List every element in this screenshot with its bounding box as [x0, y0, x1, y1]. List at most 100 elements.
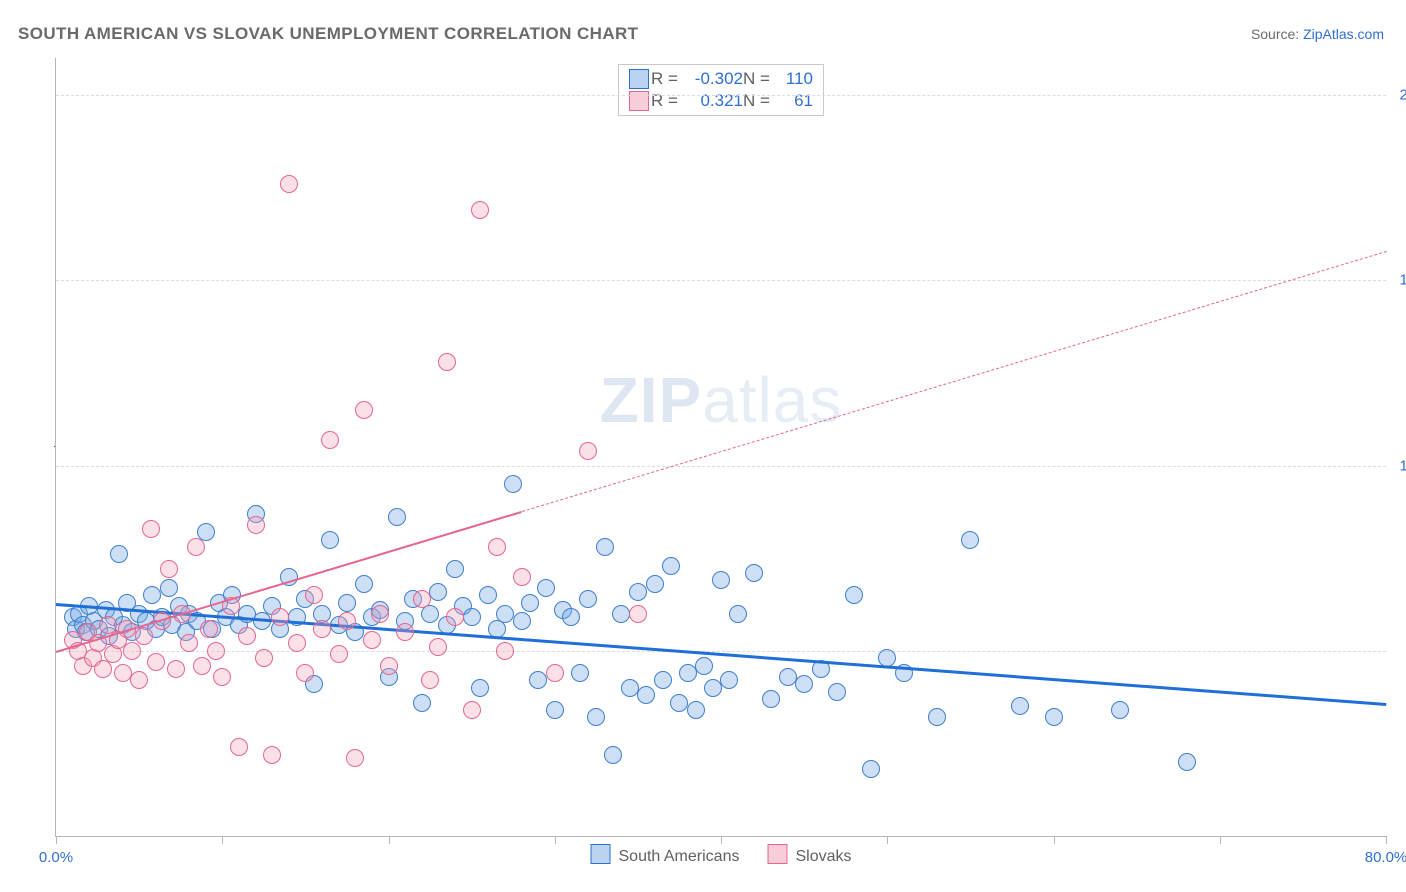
gridline	[56, 280, 1386, 281]
data-point	[621, 679, 639, 697]
x-tick	[222, 836, 223, 844]
data-point	[147, 653, 165, 671]
x-tick	[1054, 836, 1055, 844]
data-point	[263, 746, 281, 764]
y-tick-label: 15.0%	[1394, 272, 1406, 289]
legend-n-value: 110	[773, 69, 813, 89]
data-point	[230, 738, 248, 756]
data-point	[135, 627, 153, 645]
y-tick-label: 10.0%	[1394, 457, 1406, 474]
data-point	[546, 664, 564, 682]
data-point	[795, 675, 813, 693]
data-point	[421, 671, 439, 689]
data-point	[612, 605, 630, 623]
data-point	[160, 579, 178, 597]
data-point	[471, 201, 489, 219]
data-point	[429, 638, 447, 656]
series-legend: South Americans Slovaks	[591, 844, 852, 866]
data-point	[496, 605, 514, 623]
data-point	[167, 660, 185, 678]
gridline	[56, 466, 1386, 467]
data-point	[679, 664, 697, 682]
data-point	[479, 586, 497, 604]
gridline	[56, 651, 1386, 652]
legend-label: Slovaks	[795, 848, 851, 865]
data-point	[637, 686, 655, 704]
data-point	[193, 657, 211, 675]
source-link[interactable]: ZipAtlas.com	[1303, 26, 1384, 42]
data-point	[388, 508, 406, 526]
data-point	[321, 431, 339, 449]
data-point	[670, 694, 688, 712]
data-point	[187, 538, 205, 556]
data-point	[355, 401, 373, 419]
data-point	[247, 516, 265, 534]
x-tick	[555, 836, 556, 844]
data-point	[695, 657, 713, 675]
data-point	[338, 594, 356, 612]
y-tick-label: 5.0%	[1394, 642, 1406, 659]
x-tick	[887, 836, 888, 844]
x-tick	[1386, 836, 1387, 844]
data-point	[579, 442, 597, 460]
data-point	[704, 679, 722, 697]
source-label: Source:	[1251, 26, 1303, 42]
data-point	[213, 668, 231, 686]
legend-swatch	[629, 69, 649, 89]
data-point	[687, 701, 705, 719]
x-tick	[389, 836, 390, 844]
legend-n-label: N =	[743, 69, 773, 89]
data-point	[123, 642, 141, 660]
legend-item: South Americans	[591, 844, 740, 866]
data-point	[338, 612, 356, 630]
data-point	[463, 701, 481, 719]
data-point	[496, 642, 514, 660]
legend-item: Slovaks	[767, 844, 851, 866]
data-point	[1045, 708, 1063, 726]
data-point	[429, 583, 447, 601]
data-point	[413, 694, 431, 712]
x-tick-label: 0.0%	[39, 849, 73, 866]
data-point	[114, 664, 132, 682]
source-credit: Source: ZipAtlas.com	[1251, 26, 1384, 42]
x-tick-label: 80.0%	[1365, 849, 1406, 866]
data-point	[720, 671, 738, 689]
data-point	[928, 708, 946, 726]
data-point	[288, 634, 306, 652]
data-point	[396, 623, 414, 641]
data-point	[371, 605, 389, 623]
data-point	[662, 557, 680, 575]
legend-n-value: 61	[773, 91, 813, 111]
data-point	[513, 612, 531, 630]
data-point	[346, 749, 364, 767]
data-point	[579, 590, 597, 608]
data-point	[463, 608, 481, 626]
data-point	[142, 520, 160, 538]
watermark-rest: atlas	[702, 364, 842, 436]
data-point	[587, 708, 605, 726]
data-point	[330, 645, 348, 663]
data-point	[828, 683, 846, 701]
data-point	[255, 649, 273, 667]
x-tick	[721, 836, 722, 844]
legend-swatch	[767, 844, 787, 864]
data-point	[321, 531, 339, 549]
data-point	[471, 679, 489, 697]
legend-swatch	[591, 844, 611, 864]
x-tick	[56, 836, 57, 844]
data-point	[363, 631, 381, 649]
data-point	[629, 583, 647, 601]
data-point	[1178, 753, 1196, 771]
y-tick-label: 20.0%	[1394, 87, 1406, 104]
data-point	[629, 605, 647, 623]
x-tick	[1220, 836, 1221, 844]
data-point	[513, 568, 531, 586]
data-point	[413, 590, 431, 608]
data-point	[355, 575, 373, 593]
legend-n-label: N =	[743, 91, 773, 111]
legend-label: South Americans	[619, 848, 740, 865]
data-point	[712, 571, 730, 589]
correlation-legend: R =-0.302N =110R =0.321N =61	[618, 64, 824, 116]
data-point	[654, 671, 672, 689]
legend-r-label: R =	[651, 91, 679, 111]
